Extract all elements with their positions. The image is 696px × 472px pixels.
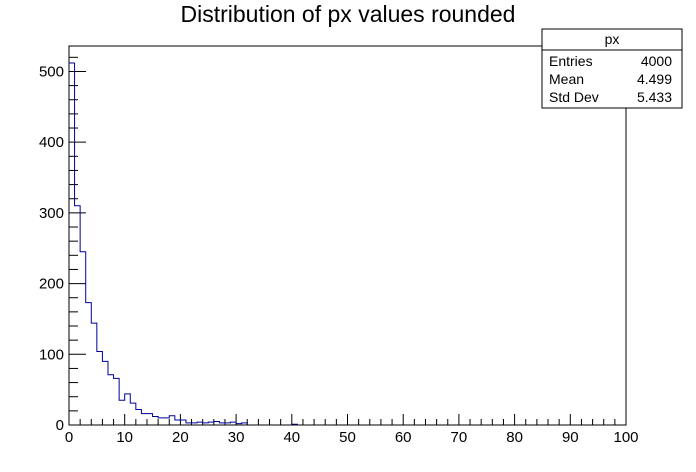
stats-box-frame bbox=[541, 28, 683, 109]
histogram-series bbox=[68, 62, 298, 426]
x-tick-label: 100 bbox=[613, 429, 638, 446]
y-tick-label: 100 bbox=[39, 346, 64, 363]
y-tick-label: 300 bbox=[39, 205, 64, 222]
axes: 0 10 20 30 40 50 60 70 80 90 100 0 100 200 300 400 500 bbox=[39, 56, 639, 446]
y-tick-label: 200 bbox=[39, 276, 64, 293]
x-tick-label: 80 bbox=[506, 429, 523, 446]
x-tick-label: 30 bbox=[228, 429, 245, 446]
x-tick-label: 0 bbox=[65, 429, 73, 446]
x-tick-label: 90 bbox=[562, 429, 579, 446]
x-tick-label: 60 bbox=[395, 429, 412, 446]
x-tick-label: 20 bbox=[172, 429, 189, 446]
stats-mean-label: Mean bbox=[549, 71, 584, 87]
y-tick-label: 500 bbox=[39, 63, 64, 80]
stats-box: px Entries 4000 Mean 4.499 Std Dev 5.433 bbox=[541, 28, 683, 109]
x-tick-label: 40 bbox=[283, 429, 300, 446]
x-tick-label: 70 bbox=[451, 429, 468, 446]
stats-stddev-value: 5.433 bbox=[637, 89, 672, 105]
y-tick-label: 400 bbox=[39, 134, 64, 151]
plot-frame bbox=[68, 45, 627, 426]
x-tick-label: 50 bbox=[339, 429, 356, 446]
stats-entries-label: Entries bbox=[549, 53, 593, 69]
stats-entries-value: 4000 bbox=[641, 53, 672, 69]
stats-mean-value: 4.499 bbox=[637, 71, 672, 87]
chart-title: Distribution of px values rounded bbox=[181, 1, 516, 27]
x-tick-label: 10 bbox=[116, 429, 133, 446]
stats-stddev-label: Std Dev bbox=[549, 89, 599, 105]
stats-box-title: px bbox=[605, 31, 620, 47]
y-tick-label: 0 bbox=[56, 417, 64, 434]
